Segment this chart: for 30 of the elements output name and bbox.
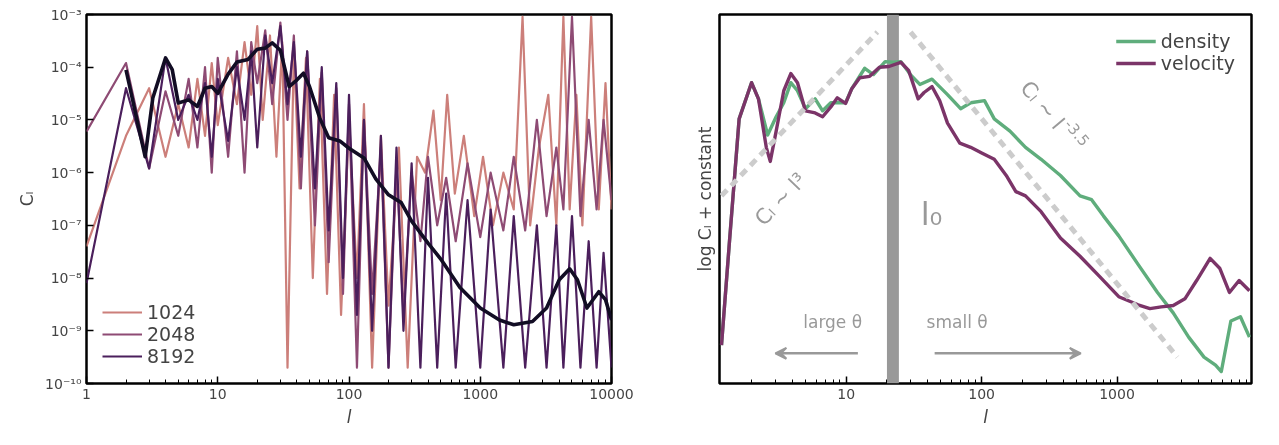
- y-tick-label: 10⁻⁵: [50, 111, 82, 128]
- legend-label: 8192: [147, 345, 196, 367]
- x-axis-title: l: [983, 406, 989, 427]
- y-tick-label: 10⁻¹⁰: [45, 375, 82, 392]
- x-tick-label: 10: [837, 385, 856, 402]
- y-tick-label: 10⁻⁹: [50, 322, 82, 339]
- x-tick-label: 1000: [1099, 385, 1135, 402]
- x-axis-title: l: [346, 406, 352, 427]
- annotation: Cₗ ~ l³: [750, 168, 812, 231]
- annotation: small θ: [926, 312, 988, 332]
- y-tick-label: 10⁻³: [50, 6, 82, 23]
- legend-label: density: [1160, 30, 1231, 52]
- y-axis-title: log Cₗ + constant: [694, 126, 715, 272]
- annotation: Cₗ ~ l-3.5: [1015, 76, 1094, 150]
- x-tick-label: 10: [208, 385, 227, 402]
- y-tick-label: 10⁻⁷: [50, 217, 82, 234]
- x-tick-label: 10000: [589, 385, 634, 402]
- legend-label: 1024: [147, 301, 196, 323]
- x-tick-label: 1000: [462, 385, 499, 402]
- band-label: l₀: [920, 194, 943, 233]
- y-tick-label: 10⁻⁴: [50, 59, 82, 76]
- annotation: large θ: [803, 312, 863, 332]
- legend-label: velocity: [1160, 52, 1235, 74]
- y-tick-label: 10⁻⁶: [50, 164, 82, 181]
- x-tick-label: 100: [968, 385, 995, 402]
- y-axis-title: Cₗ: [17, 191, 38, 207]
- legend-label: 2048: [147, 323, 196, 345]
- x-tick-label: 1: [82, 385, 91, 402]
- y-tick-label: 10⁻⁸: [50, 270, 82, 287]
- x-tick-label: 100: [335, 385, 363, 402]
